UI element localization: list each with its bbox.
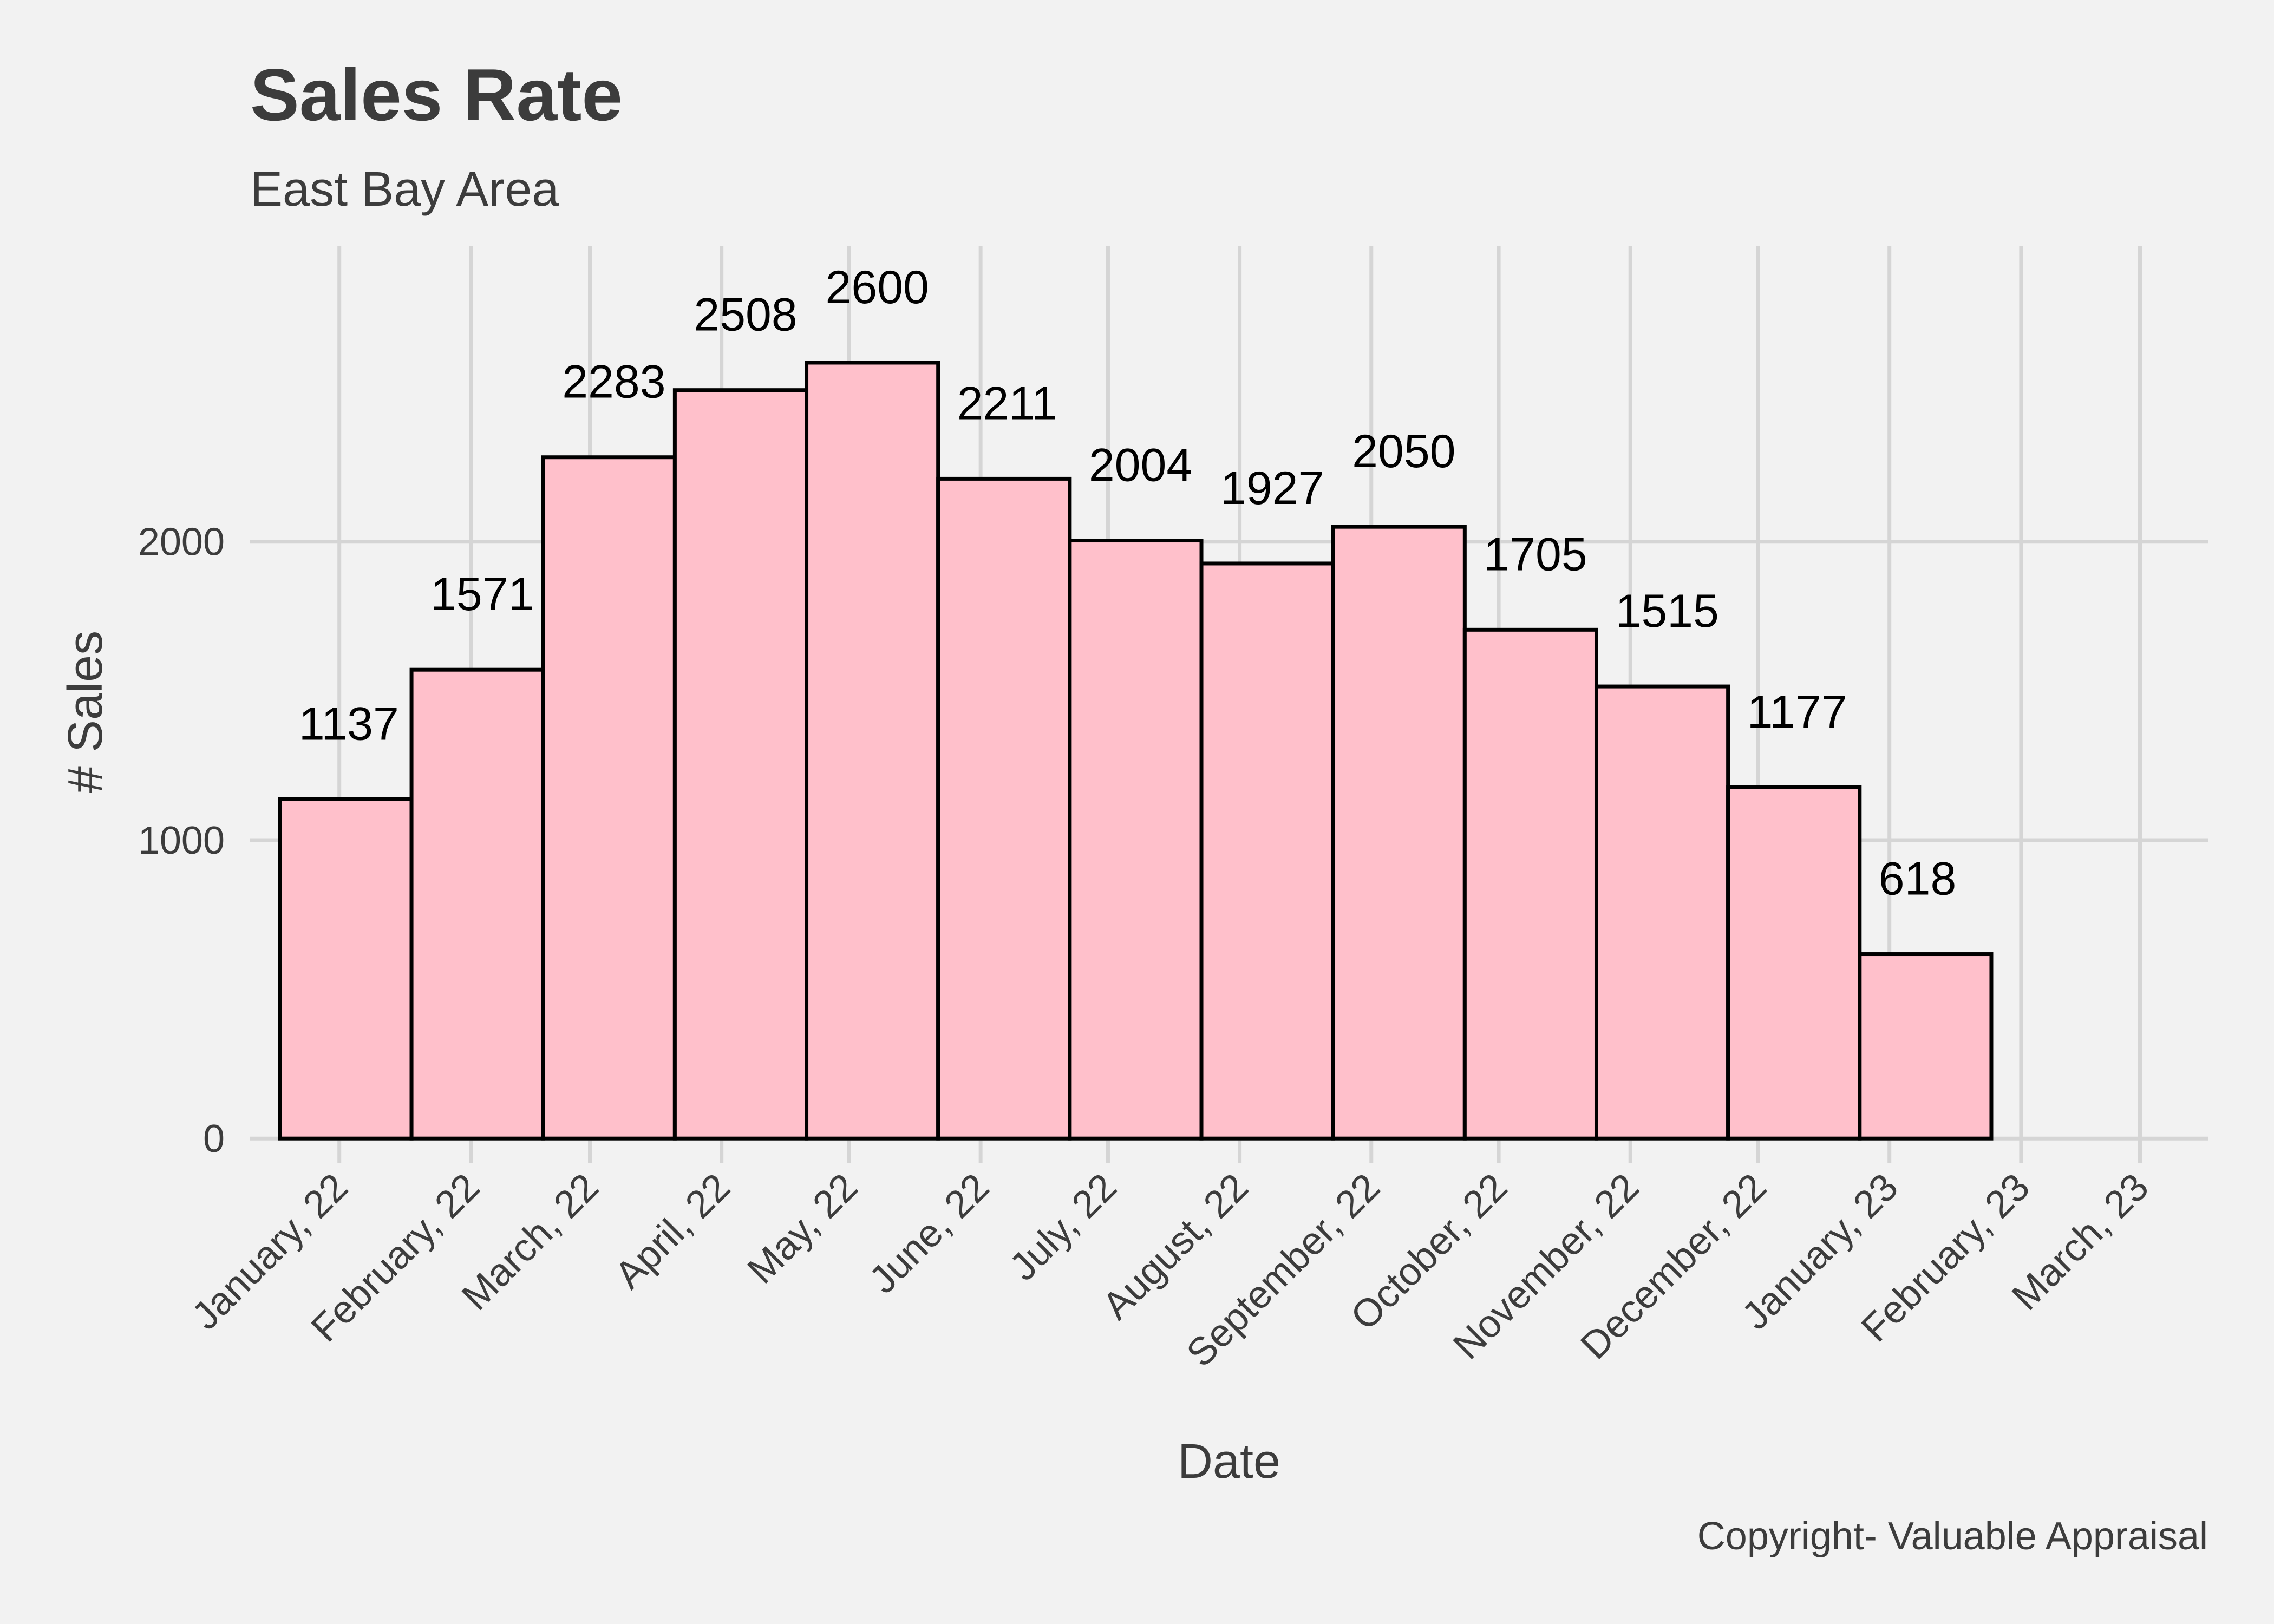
chart-subtitle: East Bay Area (250, 162, 559, 217)
bar (278, 797, 414, 1141)
bar-value-label: 2050 (1352, 425, 1455, 477)
x-axis-title: Date (1178, 1435, 1280, 1489)
bar-value-label: 2600 (826, 261, 929, 313)
bar (1594, 684, 1730, 1141)
bar (1068, 539, 1204, 1141)
y-axis-title: # Sales (58, 631, 113, 793)
bar-value-label: 2004 (1089, 440, 1192, 492)
y-axis-ticks: 0 1000 2000 (138, 521, 225, 1161)
bar-value-label: 2283 (562, 356, 665, 408)
bar (805, 361, 940, 1141)
bar-value-label: 618 (1879, 853, 1957, 905)
bar (409, 667, 545, 1141)
bar (672, 388, 809, 1141)
bar-value-label: 1515 (1615, 585, 1718, 637)
bar (541, 455, 677, 1141)
chart-caption: Copyright- Valuable Appraisal (1697, 1515, 2208, 1558)
bars (278, 361, 1994, 1141)
bar-value-label: 1177 (1747, 686, 1847, 738)
bar (1858, 952, 1994, 1141)
bar-value-label: 2211 (957, 377, 1057, 429)
bar (1331, 525, 1467, 1141)
chart-title: Sales Rate (250, 54, 623, 136)
bar (1726, 785, 1862, 1141)
bar-value-label: 1705 (1484, 528, 1587, 580)
y-tick-label: 1000 (138, 819, 225, 862)
bar-value-label: 2508 (694, 289, 797, 341)
bar (936, 476, 1072, 1141)
y-tick-label: 0 (203, 1117, 225, 1161)
bar-value-label: 1571 (430, 568, 534, 620)
bar (1199, 561, 1335, 1141)
bar-value-label: 1137 (299, 698, 399, 750)
bar (1462, 627, 1598, 1141)
data-labels: 1137 1571 2283 2508 2600 2211 2004 1927 2050 1705… (299, 261, 1956, 905)
bar-value-label: 1927 (1220, 462, 1324, 514)
y-tick-label: 2000 (138, 521, 225, 564)
